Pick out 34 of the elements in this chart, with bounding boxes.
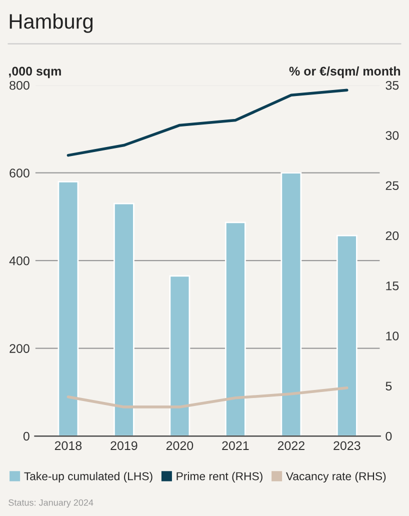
x-tick-label: 2018 (54, 441, 82, 450)
line-series (66, 88, 348, 157)
y2-tick-label: 35 (386, 80, 399, 90)
y-axis-title: ,000 sqm (9, 66, 61, 78)
y2-tick-label: 5 (386, 382, 392, 391)
bar (169, 275, 190, 436)
x-tick-label: 2022 (278, 441, 304, 450)
y2-tick-label: 15 (386, 282, 399, 290)
text: Status: January 2024 (8, 499, 94, 508)
line-series (66, 386, 348, 408)
bar (224, 222, 246, 436)
y2-tick-label: 20 (386, 231, 399, 240)
x-tick-label: 2023 (334, 441, 360, 450)
x-tick-label: 2020 (166, 441, 194, 450)
bar (114, 202, 134, 436)
y-tick-label: 200 (10, 344, 30, 353)
y2-tick-label: 0 (386, 432, 392, 441)
chart-title: Hamburg (10, 14, 93, 33)
legend-label: Vacancy rate (RHS) (286, 472, 386, 483)
y2-tick-label: 25 (386, 181, 399, 190)
y-tick-label: 0 (23, 432, 30, 441)
bar (58, 180, 79, 436)
y-tick-label: 800 (10, 80, 30, 90)
x-tick-label: 2019 (110, 441, 138, 450)
y2-tick-label: 30 (386, 131, 399, 140)
y-tick-label: 400 (9, 256, 30, 266)
legend-label: Prime rent (RHS) (176, 472, 262, 483)
y2-axis-title: % or €/sqm/ month (289, 66, 400, 78)
x-tick-label: 2021 (222, 441, 249, 450)
y-tick-label: 600 (10, 168, 30, 178)
bar (280, 172, 302, 436)
bar (336, 234, 358, 436)
legend-label: Take-up cumulated (LHS) (24, 472, 152, 483)
y2-tick-label: 10 (386, 332, 399, 340)
